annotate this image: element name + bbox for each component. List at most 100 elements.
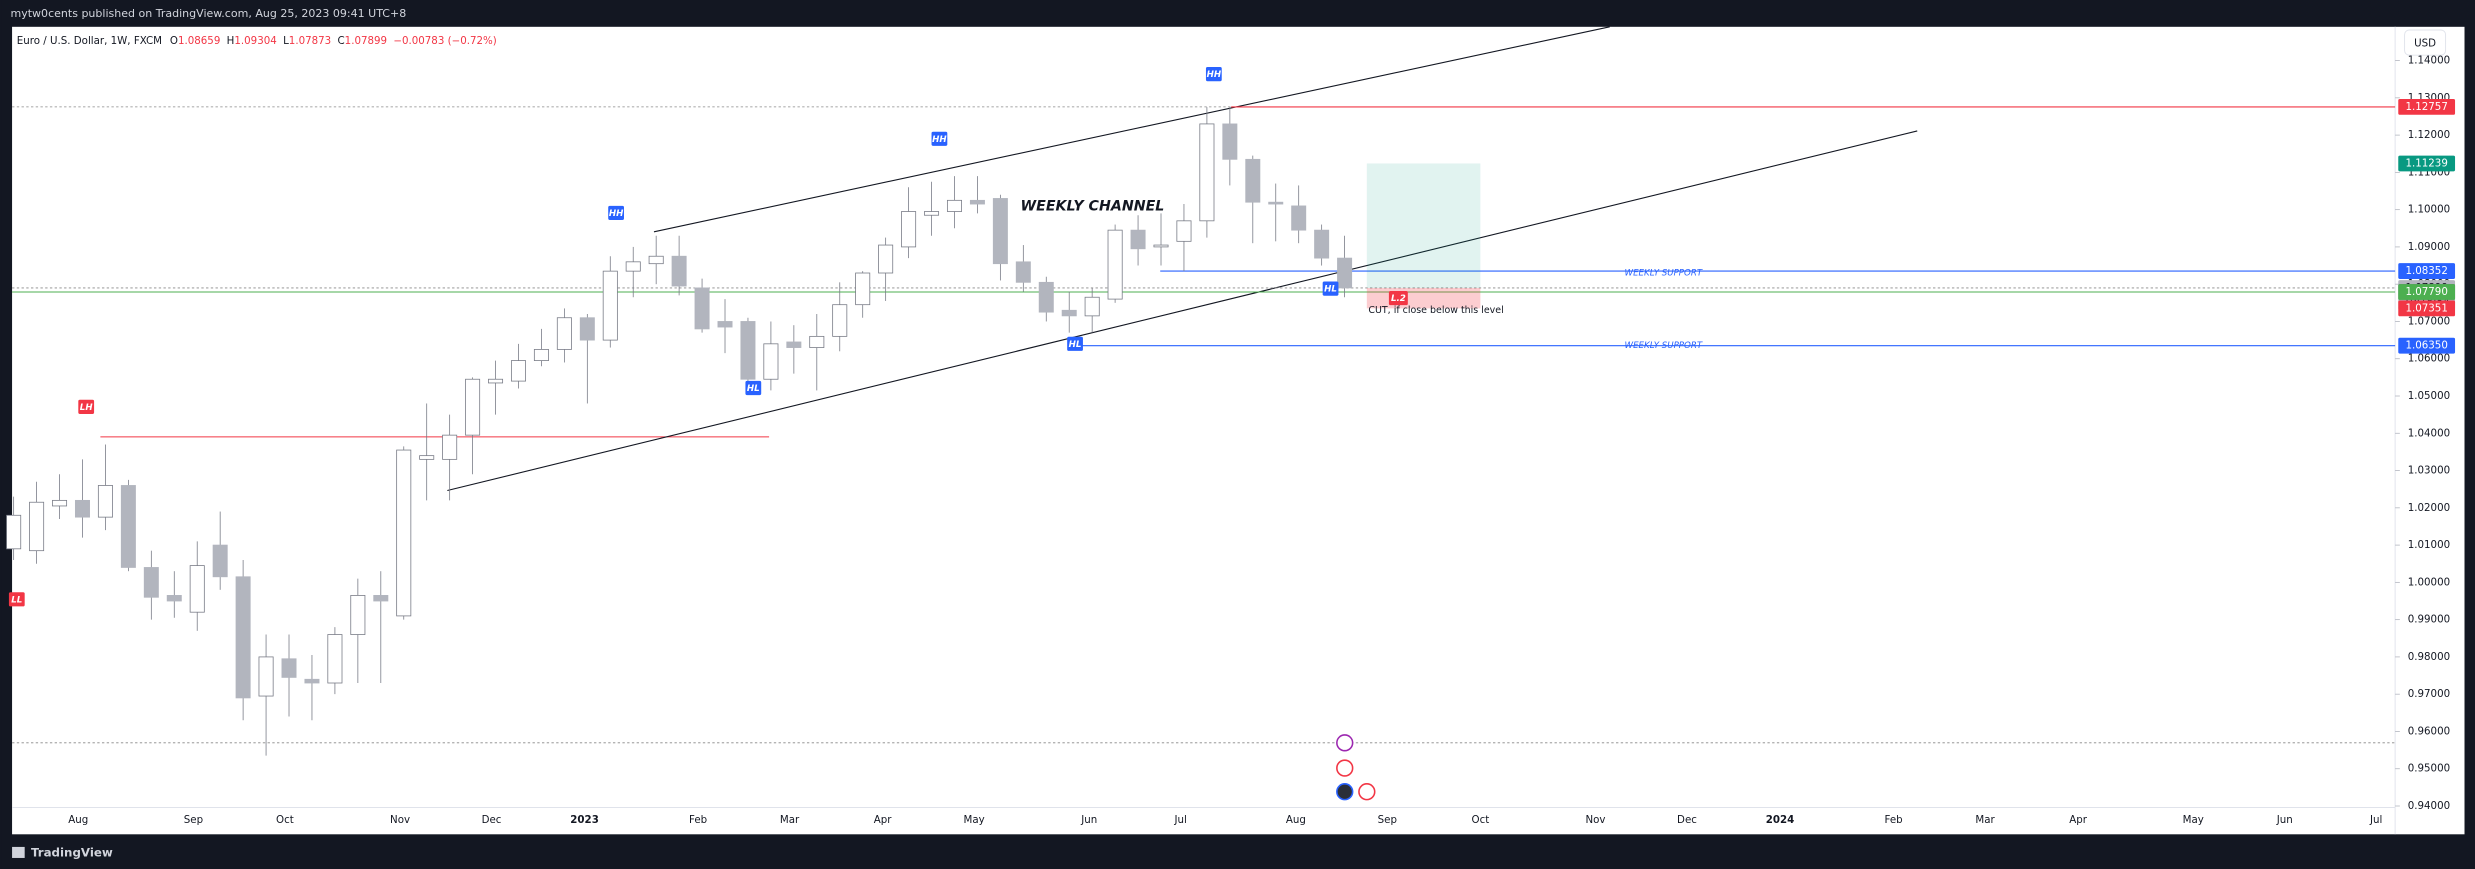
note: WEEKLY SUPPORT [1625, 268, 1703, 278]
legend-change: −0.00783 (−0.72%) [393, 35, 496, 47]
candle-body [29, 501, 45, 552]
candle-body [1153, 244, 1169, 248]
pivot-badge [931, 131, 948, 146]
candle-body [1222, 123, 1238, 160]
candle-body [556, 317, 572, 350]
legend-key: O [170, 35, 178, 47]
channel-lower [447, 130, 1918, 492]
candle-body [465, 378, 481, 436]
price-label: 1.11239 [2405, 157, 2447, 169]
y-tick-label: 1.07000 [2408, 315, 2450, 327]
x-tick-label: Aug [1286, 814, 1306, 826]
legend-value: 1.08659 [178, 35, 220, 47]
y-tick-label: 1.14000 [2408, 55, 2450, 67]
pivot-label: HH [1207, 70, 1222, 80]
candle-body [1176, 220, 1192, 242]
candle-body [1107, 229, 1123, 300]
candle-body [946, 199, 962, 212]
candle-body [1015, 261, 1031, 283]
plot-background [12, 26, 2465, 835]
y-tick-label: 0.97000 [2408, 688, 2450, 700]
y-tick-label: 1.05000 [2408, 390, 2450, 402]
candle-body [602, 270, 618, 341]
candle-body [1314, 229, 1330, 259]
price-label: 1.07790 [2405, 286, 2447, 298]
candle-body [694, 287, 710, 330]
legend-value: 1.09304 [234, 35, 276, 47]
note: CUT, if close below this level [1368, 305, 1503, 316]
candle-body [373, 595, 389, 602]
event-icon [1358, 783, 1376, 801]
candle-body [740, 321, 756, 380]
pivot-label: HH [609, 209, 624, 219]
x-tick-label: Oct [276, 814, 294, 826]
candle-body [924, 211, 940, 216]
y-tick-label: 0.94000 [2408, 800, 2450, 812]
event-icon [1336, 734, 1354, 752]
channel-upper [653, 26, 1610, 233]
candle-body [52, 499, 68, 507]
pivot-label: HL [747, 384, 760, 394]
candle-body [855, 272, 871, 306]
candle-body [143, 567, 159, 598]
pivot-badge [745, 380, 762, 396]
candle-body [166, 595, 182, 602]
x-tick-label: Jun [2276, 814, 2293, 826]
x-tick-label: Nov [390, 814, 410, 826]
candle-body [1061, 309, 1077, 317]
candle-body [533, 349, 549, 361]
candle-body [488, 378, 504, 384]
y-tick-label: 0.96000 [2408, 725, 2450, 737]
price-label-bg [2398, 284, 2456, 300]
price-label-bg [2398, 337, 2456, 354]
x-tick-label: Feb [1885, 814, 1903, 826]
x-tick-label: Apr [2069, 814, 2088, 826]
currency[interactable]: USD [2414, 37, 2436, 49]
target-zone [1366, 163, 1481, 288]
event-icon [1336, 759, 1354, 777]
publish-header: mytw0cents published on TradingView.com,… [10, 7, 406, 20]
candle-body [304, 678, 320, 684]
x-tick-label: Jun [1080, 814, 1097, 826]
candle-body [992, 198, 1008, 265]
y-tick-label: 1.02000 [2408, 502, 2450, 514]
x-tick-label: Apr [874, 814, 893, 826]
candle-body [396, 449, 412, 617]
x-tick-label: Sep [184, 814, 203, 826]
candle-body [97, 485, 113, 518]
candle-body [878, 244, 894, 274]
candle-body [786, 341, 802, 348]
legend-value: 1.07899 [345, 35, 387, 47]
currency-button[interactable] [2404, 29, 2447, 56]
candle-body [1337, 257, 1353, 289]
footer-brand: TradingView [12, 846, 113, 860]
x-tick-label: 2024 [1766, 814, 1795, 826]
y-tick-label: 1.06000 [2408, 353, 2450, 365]
x-tick-label: Mar [1975, 814, 1995, 826]
price-label-bg [2398, 155, 2456, 172]
x-tick-label: Nov [1586, 814, 1606, 826]
pivot-label: HL [1069, 340, 1082, 350]
series-layer: Euro / U.S. Dollar, 1W, FXCM O 1.08659 H 1.0… [6, 35, 2456, 826]
candle-body [419, 455, 435, 460]
pivot-label: HH [932, 135, 947, 145]
y-tick-label: 0.99000 [2408, 614, 2450, 626]
candle-body [969, 199, 985, 205]
candle-body [1291, 205, 1307, 231]
price-label-bg [2398, 263, 2456, 279]
logo [12, 846, 25, 858]
x-tick-label: May [964, 814, 985, 826]
price-label: 1.06350 [2405, 340, 2447, 352]
y-tick-label: 1.04000 [2408, 427, 2450, 439]
price-label-bg [2398, 300, 2456, 317]
event-icons [1336, 734, 1376, 801]
pivot-badge [1388, 290, 1408, 306]
candle-body [1268, 201, 1284, 205]
candle-body [327, 634, 343, 684]
candle-body [350, 595, 366, 635]
x-tick-label: Jul [1174, 814, 1187, 826]
pivot-badge [1205, 67, 1222, 82]
legend-key: C [338, 35, 345, 47]
note: WEEKLY CHANNEL [1020, 199, 1164, 215]
candle-body [1199, 123, 1215, 222]
